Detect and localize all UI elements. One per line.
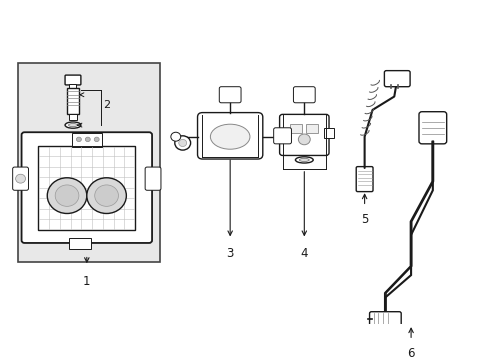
FancyBboxPatch shape	[145, 167, 161, 190]
Ellipse shape	[295, 157, 313, 163]
FancyBboxPatch shape	[279, 114, 328, 156]
Circle shape	[47, 178, 87, 213]
Ellipse shape	[210, 124, 249, 149]
Text: 6: 6	[407, 347, 414, 360]
Text: 1: 1	[83, 275, 90, 288]
FancyBboxPatch shape	[13, 167, 28, 190]
FancyBboxPatch shape	[273, 128, 291, 144]
Circle shape	[76, 137, 81, 141]
Bar	[69, 114, 77, 120]
Text: 3: 3	[226, 247, 233, 260]
FancyBboxPatch shape	[21, 132, 152, 243]
Bar	[305, 124, 318, 133]
Circle shape	[174, 136, 190, 150]
Bar	[290, 124, 302, 133]
Circle shape	[85, 137, 90, 141]
FancyBboxPatch shape	[369, 312, 400, 326]
Circle shape	[179, 139, 186, 147]
Circle shape	[55, 185, 79, 206]
Bar	[38, 146, 135, 230]
Circle shape	[298, 134, 309, 145]
FancyBboxPatch shape	[418, 112, 446, 144]
Circle shape	[170, 132, 181, 141]
FancyBboxPatch shape	[355, 167, 372, 192]
Bar	[274, 128, 284, 139]
Ellipse shape	[68, 123, 77, 127]
Text: 2: 2	[102, 100, 109, 111]
Bar	[324, 128, 333, 139]
FancyBboxPatch shape	[197, 113, 262, 159]
FancyBboxPatch shape	[293, 87, 315, 103]
Bar	[72, 133, 102, 147]
Circle shape	[94, 137, 99, 141]
Text: 4: 4	[300, 247, 307, 260]
Ellipse shape	[299, 158, 308, 162]
Circle shape	[95, 185, 118, 206]
Bar	[67, 87, 79, 114]
Bar	[69, 238, 91, 249]
FancyBboxPatch shape	[219, 87, 241, 103]
Bar	[69, 84, 76, 87]
FancyBboxPatch shape	[65, 75, 81, 85]
Circle shape	[87, 178, 126, 213]
Text: 5: 5	[360, 213, 367, 226]
Circle shape	[16, 174, 25, 183]
Ellipse shape	[65, 122, 81, 128]
Bar	[18, 63, 160, 262]
FancyBboxPatch shape	[384, 71, 409, 87]
